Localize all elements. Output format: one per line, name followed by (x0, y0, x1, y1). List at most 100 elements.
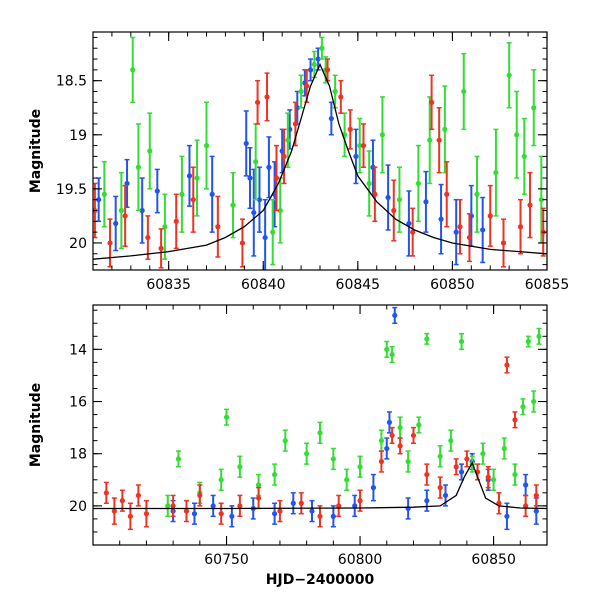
data-point (416, 422, 422, 428)
data-point (298, 88, 304, 95)
data-point (384, 346, 390, 352)
data-point (143, 511, 150, 517)
data-point (262, 234, 268, 241)
data-point (273, 175, 280, 181)
data-point (330, 513, 336, 519)
series-0 (170, 306, 539, 531)
data-point (328, 115, 334, 122)
data-point (500, 240, 507, 246)
data-point (311, 61, 317, 68)
x-tick-label: 60800 (338, 552, 383, 568)
data-point (256, 197, 263, 203)
data-point (175, 456, 182, 462)
data-point (357, 498, 363, 504)
y-tick-label: 14 (69, 342, 87, 358)
data-point (304, 451, 310, 457)
series-0 (96, 47, 486, 270)
data-point (437, 453, 443, 459)
data-point (317, 513, 323, 519)
data-point (461, 88, 467, 95)
data-point (124, 180, 130, 187)
data-point (453, 464, 459, 470)
data-point (317, 430, 323, 436)
data-point (215, 224, 221, 230)
data-point (158, 245, 164, 251)
y-tick-label: 18 (69, 447, 87, 463)
data-point (290, 500, 296, 506)
data-point (458, 469, 465, 475)
data-point (127, 513, 133, 519)
data-point (315, 56, 321, 62)
data-point (338, 94, 344, 100)
data-point (487, 213, 493, 219)
data-point (448, 438, 454, 444)
data-point (480, 451, 486, 457)
data-point (309, 508, 315, 514)
data-point (514, 132, 520, 138)
data-point (154, 188, 160, 194)
plot-area (93, 36, 547, 270)
data-point (162, 224, 168, 230)
data-point (324, 67, 331, 73)
data-point (457, 224, 463, 230)
data-point (281, 153, 287, 160)
plot-area (93, 306, 547, 531)
data-point (243, 140, 249, 147)
data-point (442, 492, 449, 499)
data-point (251, 210, 257, 216)
data-point (304, 83, 310, 89)
data-point (272, 511, 278, 517)
data-point (118, 207, 124, 214)
data-point (423, 199, 429, 205)
data-point (527, 202, 533, 208)
data-point (165, 503, 171, 509)
data-point (438, 216, 444, 222)
data-point (139, 207, 145, 214)
data-point (190, 197, 196, 203)
data-point (464, 456, 470, 462)
data-point (453, 229, 459, 235)
data-point (437, 485, 443, 491)
y-axis-title: Magnitude (28, 109, 44, 193)
data-point (444, 191, 450, 197)
data-point (410, 229, 416, 235)
data-point (218, 511, 224, 517)
data-point (504, 362, 510, 368)
data-point (372, 191, 378, 197)
data-point (490, 477, 497, 483)
data-point (493, 170, 499, 176)
data-point (272, 471, 278, 478)
data-point (386, 419, 393, 425)
data-point (330, 456, 336, 462)
data-point (378, 438, 385, 444)
data-point (264, 94, 270, 100)
data-point (254, 99, 261, 105)
data-point (183, 508, 190, 514)
data-point (520, 404, 526, 410)
data-point (485, 474, 491, 480)
data-point (442, 126, 448, 132)
data-point (531, 105, 537, 111)
model-curve (93, 461, 547, 510)
x-tick-label: 60845 (336, 277, 381, 293)
data-point (536, 333, 542, 339)
data-point (230, 202, 236, 208)
series-1 (165, 327, 542, 518)
y-axis-title: Magnitude (28, 383, 44, 467)
x-tick-label: 60850 (430, 277, 475, 293)
data-point (397, 425, 403, 431)
data-point (427, 137, 433, 143)
data-point (533, 508, 539, 514)
data-point (282, 438, 288, 444)
x-tick-label: 60840 (241, 277, 286, 293)
data-point (344, 477, 350, 483)
data-point (298, 500, 304, 506)
data-point (523, 503, 529, 509)
data-point (389, 432, 395, 439)
data-point (397, 443, 403, 449)
data-point (197, 492, 203, 499)
data-point (391, 207, 397, 214)
data-point (130, 67, 136, 73)
data-point (270, 229, 276, 235)
data-point (353, 153, 359, 160)
